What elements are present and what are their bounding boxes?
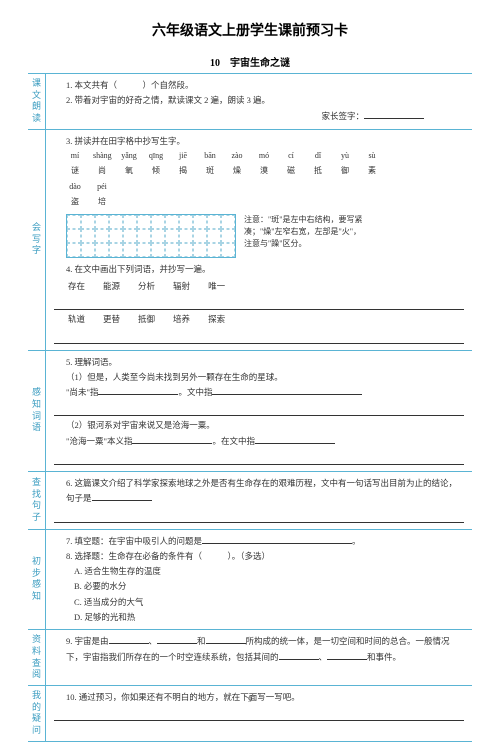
label-sentence: 查 找 句 子 (28, 472, 46, 529)
writing-note: 注意："斑"是左中右结构，要写紧凑；"燥"左窄右宽，左部是"火"，注意与"躁"区… (244, 214, 364, 258)
copy-blank-1[interactable] (54, 296, 464, 310)
pinyin-row-2: dàopéi (54, 180, 464, 194)
label-vocab: 感 知 词 语 (28, 351, 46, 471)
label-comprehension: 初 步 感 知 (28, 530, 46, 630)
q2-text: 2. 带着对宇宙的好奇之情，默读课文 2 遍，朗读 3 遍。 (54, 93, 464, 108)
label-writing: 会 写 字 (28, 130, 46, 350)
q4-text: 4. 在文中画出下列词语，并抄写一遍。 (54, 262, 464, 277)
q6-blank[interactable] (54, 509, 464, 523)
q3-text: 3. 拼读并在田字格中抄写生字。 (54, 134, 464, 149)
q5-text: 5. 理解词语。 (54, 355, 464, 370)
q7-text: 7. 填空题：在宇宙中吸引人的问题是。 (54, 534, 464, 549)
q6-text: 6. 这篇课文介绍了科学家探索地球之外是否有生命存在的艰难历程，文中有一句话写出… (54, 476, 464, 507)
q5b-text: （2）银河系对宇宙来说又是沧海一粟。 (54, 418, 464, 433)
section-writing: 会 写 字 3. 拼读并在田字格中抄写生字。 míshàngyǎngqīngji… (28, 130, 472, 351)
q9-text: 9. 宇宙是由、和所构成的统一体，是一切空间和时间的总合。一般情况下，宇宙指我们… (54, 634, 464, 665)
section-sentence: 查 找 句 子 6. 这篇课文介绍了科学家探索地球之外是否有生命存在的艰难历程，… (28, 472, 472, 530)
content-sentence: 6. 这篇课文介绍了科学家探索地球之外是否有生命存在的艰难历程，文中有一句话写出… (46, 472, 472, 529)
option-d[interactable]: D. 足够的光和热 (54, 610, 464, 625)
content-writing: 3. 拼读并在田字格中抄写生字。 míshàngyǎngqīngjiēbānzà… (46, 130, 472, 350)
label-research: 资 料 查 阅 (28, 630, 46, 685)
content-comprehension: 7. 填空题：在宇宙中吸引人的问题是。 8. 选择题：生命存在必备的条件有（ ）… (46, 530, 472, 630)
section-comprehension: 初 步 感 知 7. 填空题：在宇宙中吸引人的问题是。 8. 选择题：生命存在必… (28, 530, 472, 631)
label-reading: 课 文 朗 读 (28, 74, 46, 129)
word-row-1: 存在能源分析辐射唯一 (54, 279, 464, 294)
hanzi-row-1: 谜尚氧倾揭斑燥漠磁抵御素 (54, 164, 464, 178)
lesson-title: 10 宇宙生命之谜 (28, 54, 472, 69)
content-reading: 1. 本文共有（ ）个自然段。 2. 带着对宇宙的好奇之情，默读课文 2 遍，朗… (46, 74, 472, 129)
option-b[interactable]: B. 必要的水分 (54, 579, 464, 594)
signature-label: 家长签字： (321, 111, 364, 121)
q5b-blank[interactable] (54, 451, 464, 465)
page-title: 六年级语文上册学生课前预习卡 (28, 20, 472, 40)
content-vocab: 5. 理解词语。 （1）但是，人类至今尚未找到另外一颗存在生命的星球。 "尚未"… (46, 351, 472, 471)
section-research: 资 料 查 阅 9. 宇宙是由、和所构成的统一体，是一切空间和时间的总合。一般情… (28, 630, 472, 686)
practice-grid-area: 注意："斑"是左中右结构，要写紧凑；"燥"左窄右宽，左部是"火"，注意与"躁"区… (66, 214, 464, 258)
word-row-2: 轨道更替抵御培养探索 (54, 312, 464, 327)
copy-blank-2[interactable] (54, 330, 464, 344)
q5a-fill: "尚未"指。文中指 (54, 385, 464, 400)
signature-blank[interactable] (364, 109, 424, 119)
option-a[interactable]: A. 适合生物生存的温度 (54, 564, 464, 579)
hanzi-row-2: 盗培 (54, 195, 464, 209)
char-grid[interactable] (66, 214, 236, 258)
content-research: 9. 宇宙是由、和所构成的统一体，是一切空间和时间的总合。一般情况下，宇宙指我们… (46, 630, 472, 685)
q1-text: 1. 本文共有（ ）个自然段。 (54, 78, 464, 93)
option-c[interactable]: C. 适当成分的大气 (54, 595, 464, 610)
page-number: 9 (0, 695, 500, 704)
q5a-blank[interactable] (54, 402, 464, 416)
pinyin-row-1: míshàngyǎngqīngjiēbānzàomócídǐyùsù (54, 149, 464, 163)
q5a-text: （1）但是，人类至今尚未找到另外一颗存在生命的星球。 (54, 370, 464, 385)
q10-blank[interactable] (54, 707, 464, 721)
section-reading: 课 文 朗 读 1. 本文共有（ ）个自然段。 2. 带着对宇宙的好奇之情，默读… (28, 74, 472, 130)
worksheet-page: 六年级语文上册学生课前预习卡 10 宇宙生命之谜 课 文 朗 读 1. 本文共有… (0, 0, 500, 752)
q5b-fill: "沧海一粟"本义指。在文中指 (54, 434, 464, 449)
q8-text: 8. 选择题：生命存在必备的条件有（ ）。（多选） (54, 549, 464, 564)
section-vocab: 感 知 词 语 5. 理解词语。 （1）但是，人类至今尚未找到另外一颗存在生命的… (28, 351, 472, 472)
